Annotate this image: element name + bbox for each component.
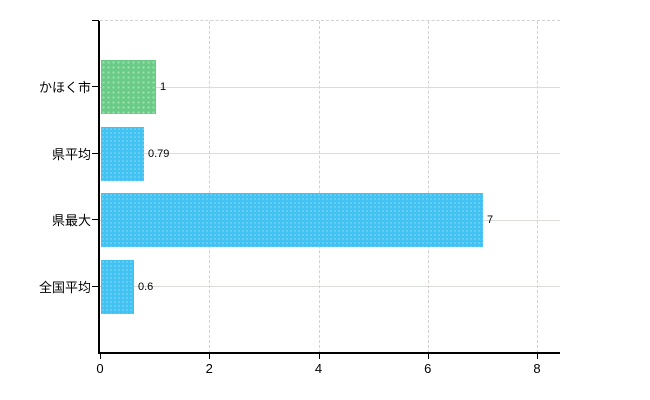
bar [101,259,134,314]
category-label: 県最大 [51,213,91,229]
bar-value-label: 1 [160,81,167,94]
x-tick [100,354,101,359]
bar [101,193,483,248]
x-gridline [209,21,211,353]
bar [101,126,144,181]
x-tick [209,354,211,359]
x-tick-label: 4 [314,361,323,376]
bar-value-label: 7 [487,214,494,227]
category-label: 全国平均 [38,279,91,295]
category-gridline [100,153,560,155]
bar-value-label: 0.79 [148,147,170,160]
y-axis-top-tick [92,20,99,21]
category-label: かほく市 [38,80,91,96]
x-tick-label: 2 [205,361,213,376]
x-tick [427,354,429,359]
category-tick [92,219,99,221]
plot-top-border [100,20,560,21]
bar [101,60,156,115]
category-gridline [100,286,560,288]
x-tick-label: 0 [96,361,104,376]
category-label: 県平均 [51,146,91,162]
category-tick [92,86,99,88]
x-gridline [427,21,429,353]
x-tick [537,354,538,359]
x-tick-label: 6 [424,361,432,376]
x-tick-label: 8 [533,361,541,376]
category-gridline [100,86,560,88]
x-axis-line [98,352,560,354]
x-gridline [318,21,320,353]
bar-value-label: 0.6 [138,280,154,293]
category-tick [92,285,99,287]
y-axis-line [98,21,100,354]
x-gridline [537,21,538,353]
category-tick [92,152,99,154]
x-tick [318,354,320,359]
